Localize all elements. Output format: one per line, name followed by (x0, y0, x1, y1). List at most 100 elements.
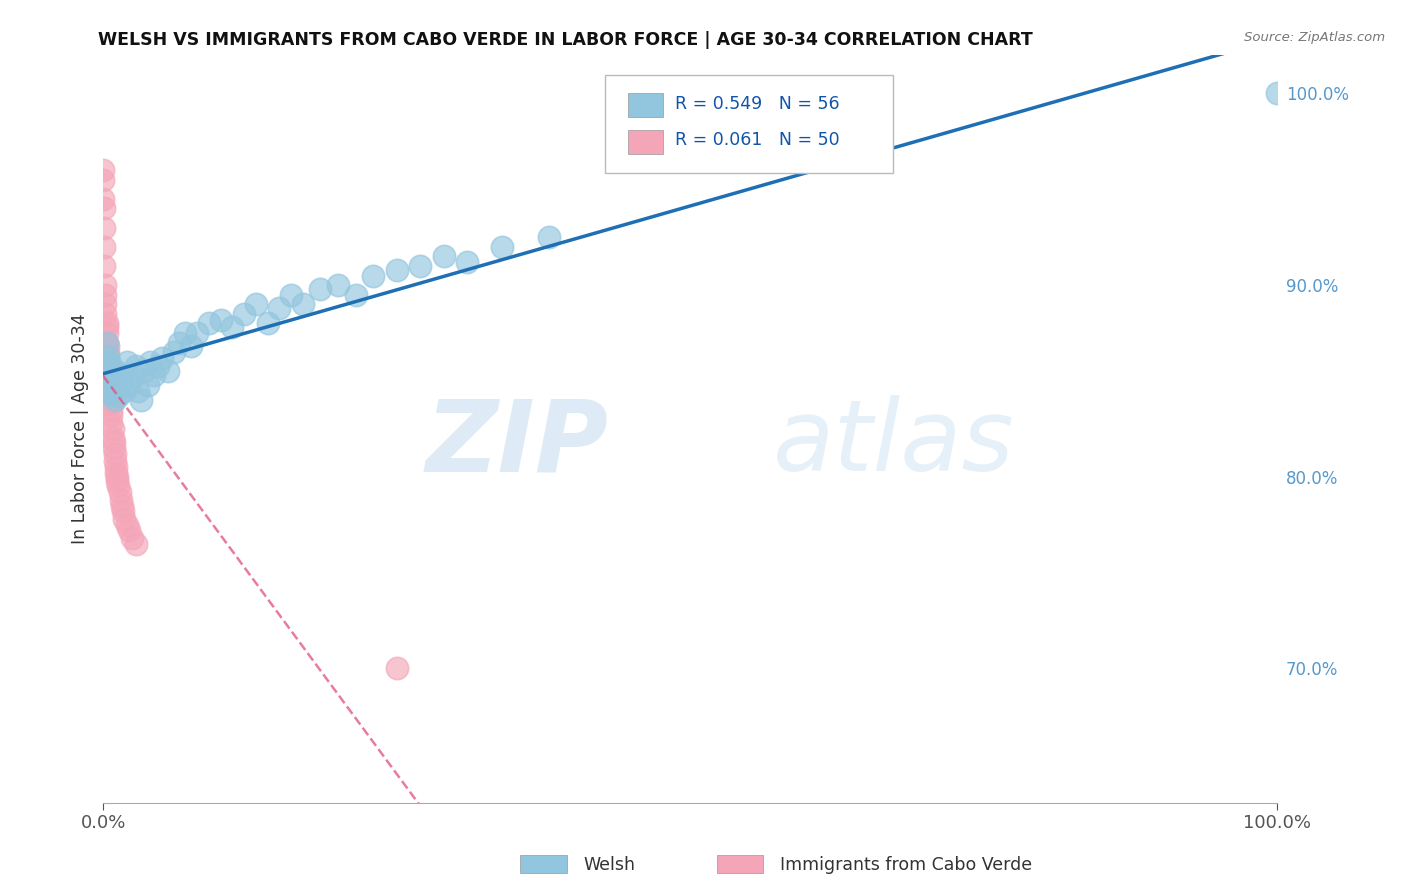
Point (94, 278, 117, 293)
Text: Welsh: Welsh (583, 856, 636, 874)
Point (98, 397, 121, 411)
Point (1267, 87, 1289, 101)
Point (108, 374, 131, 388)
Point (112, 504, 135, 518)
Point (91, 172, 114, 186)
Point (103, 384, 125, 398)
Point (98, 370, 121, 384)
Point (121, 370, 143, 384)
Text: WELSH VS IMMIGRANTS FROM CABO VERDE IN LABOR FORCE | AGE 30-34 CORRELATION CHART: WELSH VS IMMIGRANTS FROM CABO VERDE IN L… (98, 31, 1033, 49)
Point (169, 335, 191, 350)
Y-axis label: In Labor Force | Age 30-34: In Labor Force | Age 30-34 (72, 314, 89, 544)
Point (280, 287, 302, 301)
Point (291, 297, 314, 311)
Point (97, 349, 120, 363)
Point (93, 259, 115, 273)
Text: R = 0.061   N = 50: R = 0.061 N = 50 (675, 131, 839, 149)
Point (107, 389, 129, 403)
Point (98, 389, 121, 403)
FancyBboxPatch shape (628, 94, 664, 117)
Point (112, 512, 135, 526)
Point (100, 416, 122, 430)
Point (104, 393, 127, 408)
Point (98, 384, 121, 398)
Point (101, 432, 124, 446)
Point (103, 441, 125, 455)
Point (326, 278, 349, 293)
Point (186, 326, 208, 340)
Point (98, 377, 121, 392)
Point (97, 359, 120, 373)
FancyBboxPatch shape (605, 75, 893, 173)
Point (409, 259, 432, 273)
Point (97, 345, 120, 359)
Point (125, 537, 148, 551)
Point (148, 359, 170, 373)
Point (94, 307, 117, 321)
Point (245, 297, 267, 311)
Point (103, 435, 125, 450)
Point (105, 460, 128, 475)
Point (309, 282, 332, 296)
Point (538, 230, 561, 244)
Point (118, 524, 141, 538)
Point (97, 377, 120, 392)
Point (180, 339, 202, 353)
Text: ZIP: ZIP (425, 395, 609, 492)
Point (136, 377, 159, 392)
Point (94, 297, 117, 311)
Point (93, 202, 115, 216)
Point (96, 317, 118, 331)
Point (98, 355, 121, 369)
Point (385, 661, 408, 675)
Point (98, 359, 121, 373)
Point (269, 301, 291, 315)
Point (105, 377, 128, 392)
Text: R = 0.549   N = 56: R = 0.549 N = 56 (675, 95, 839, 112)
Point (98, 364, 121, 378)
Point (491, 240, 513, 254)
Point (105, 364, 128, 378)
Point (139, 355, 162, 369)
Point (110, 492, 132, 507)
Point (385, 262, 408, 277)
Point (456, 255, 478, 269)
Text: Source: ZipAtlas.com: Source: ZipAtlas.com (1244, 31, 1385, 45)
Point (125, 359, 148, 373)
Point (134, 364, 156, 378)
Point (111, 368, 134, 383)
Point (156, 364, 179, 378)
FancyBboxPatch shape (628, 130, 664, 153)
Point (91, 163, 114, 178)
Point (93, 240, 115, 254)
Point (96, 320, 118, 334)
Point (96, 326, 118, 340)
Point (221, 320, 243, 334)
Point (105, 474, 128, 488)
Point (104, 447, 127, 461)
Point (150, 351, 173, 365)
Point (98, 387, 121, 401)
Point (105, 470, 128, 484)
Text: Immigrants from Cabo Verde: Immigrants from Cabo Verde (780, 856, 1032, 874)
Point (115, 517, 138, 532)
Point (129, 393, 152, 408)
Point (96, 335, 118, 350)
Point (100, 409, 122, 423)
Point (96, 364, 118, 378)
Point (118, 377, 141, 392)
Point (107, 479, 129, 493)
Point (127, 384, 149, 398)
Point (111, 499, 134, 513)
Point (98, 393, 121, 408)
Point (162, 345, 184, 359)
Point (108, 485, 131, 500)
Point (100, 402, 122, 417)
Point (233, 307, 256, 321)
Point (94, 287, 117, 301)
Point (142, 368, 165, 383)
Text: atlas: atlas (772, 395, 1014, 492)
Point (91, 192, 114, 206)
Point (209, 312, 232, 326)
Point (97, 339, 120, 353)
